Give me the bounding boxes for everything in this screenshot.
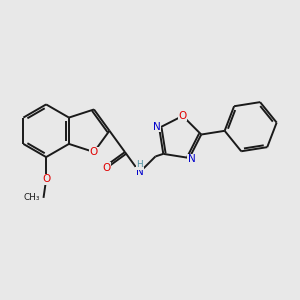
Text: N: N (136, 167, 143, 177)
Text: O: O (90, 147, 98, 157)
Text: O: O (103, 163, 111, 173)
Text: N: N (153, 122, 161, 131)
Text: H: H (136, 160, 143, 169)
Text: CH₃: CH₃ (23, 194, 40, 202)
Text: N: N (188, 154, 195, 164)
Text: O: O (42, 174, 50, 184)
Text: O: O (178, 111, 187, 121)
